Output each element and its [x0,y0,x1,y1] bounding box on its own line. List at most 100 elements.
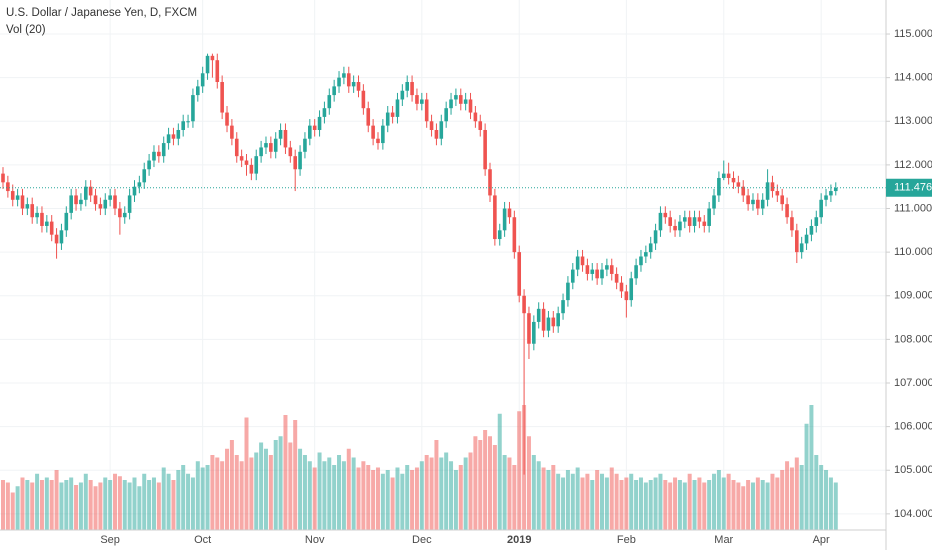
x-tick-label: Oct [194,534,211,546]
volume-bar [98,482,103,530]
candle-body [152,151,156,161]
volume-bar [283,415,288,530]
candle-body [45,221,49,226]
candle-body [410,82,414,96]
volume-bar [137,486,142,530]
candle-body [463,99,468,104]
volume-bar [624,477,629,530]
volume-bar [824,470,829,530]
volume-bar [517,411,522,530]
candle-body [405,82,410,91]
volume-bar [35,473,40,530]
volume-bar [351,457,356,530]
candle-body [118,208,122,218]
volume-bar [361,461,366,530]
volume-bar [546,470,551,530]
candle-body [346,73,351,87]
volume-pane [1,405,838,530]
volume-bar [93,486,98,530]
candle-body [707,208,711,226]
candle-body [108,195,112,200]
candle-body [458,95,463,104]
candle-body [312,125,317,130]
candle-body [298,151,302,170]
volume-bar [220,461,225,530]
candle-body [512,217,517,253]
candle-body [283,129,288,148]
y-tick-label: 104.000 [894,508,932,520]
volume-bar [638,477,643,530]
candle-body [244,160,249,165]
candle-body [566,282,570,301]
volume-bar [643,482,648,530]
y-tick-label: 115.000 [894,28,932,40]
volume-bar [561,477,566,530]
volume-bar [458,465,463,530]
candle-body [532,321,536,344]
volume-bar [312,467,317,530]
candle-body [234,138,239,157]
volume-bar [395,467,400,530]
volume-bar [551,465,556,530]
candle-body [390,112,395,117]
volume-bar [375,467,380,530]
candle-body [15,195,20,200]
candle-body [556,313,560,327]
volume-bar [1,480,5,530]
candle-body [760,199,765,209]
volume-bar [195,461,200,530]
volume-bar [692,480,697,530]
volume-bar [449,461,454,530]
candle-body [200,73,205,87]
volume-bar [575,467,580,530]
volume-bar [302,455,307,530]
candle-body [342,73,346,78]
x-tick-label: 2019 [507,534,531,546]
candle-body [493,195,497,240]
volume-bar [103,477,108,530]
candle-body [785,204,789,218]
candle-body [259,147,263,157]
volume-bar [502,455,507,530]
y-tick-label: 111.000 [894,202,932,214]
candle-body [20,195,25,209]
candle-body [54,234,59,244]
volume-bar [429,457,434,530]
volume-bar [526,436,531,530]
volume-bar [439,457,444,530]
volume-bar [556,473,561,530]
volume-bar [785,461,790,530]
candle-body [434,129,439,139]
volume-bar [478,440,483,530]
volume-bar [750,482,755,530]
candle-body [609,265,614,274]
candle-body [351,82,356,87]
candle-body [449,99,453,109]
volume-bar [337,455,342,530]
candle-body [790,217,794,231]
volume-bar [278,436,283,530]
volume-bar [122,480,127,530]
candle-body [400,90,405,100]
volume-bar [531,455,536,530]
volume-bar [765,482,770,530]
candle-body [770,182,775,192]
candle-body [804,234,809,244]
volume-bar [186,473,191,530]
volume-bar [5,482,10,530]
volume-bar [78,482,83,530]
candle-body [230,125,234,139]
candle-body [624,291,629,301]
candle-body [765,182,770,200]
candle-body [795,230,799,253]
candle-body [122,212,127,218]
volume-bar [468,452,473,530]
volume-bar [171,480,176,530]
volume-bar [697,477,702,530]
volume-bar [293,420,298,530]
volume-bar [770,473,775,530]
candle-body [644,252,648,257]
volume-bar [244,417,249,530]
volume-bar [453,470,458,530]
